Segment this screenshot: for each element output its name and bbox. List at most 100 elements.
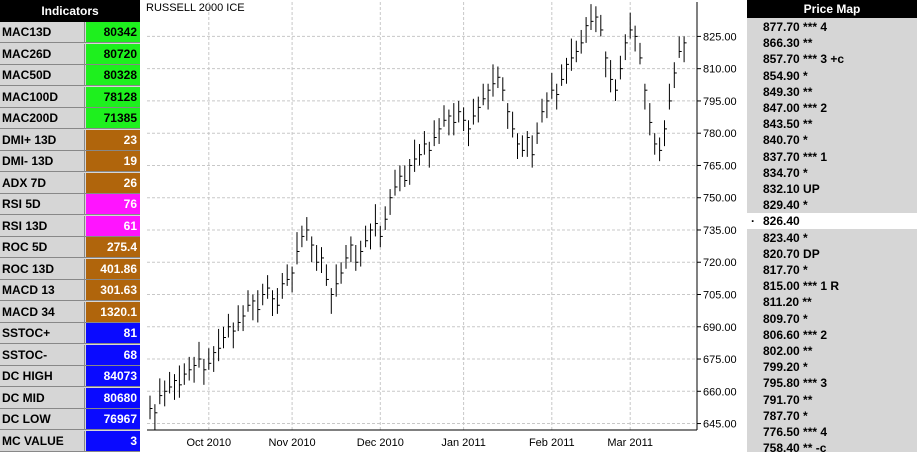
indicator-row: SSTOC+ 81 [0,323,140,344]
price-level: 811.20 ** [763,295,812,310]
indicator-value: 84073 [86,366,140,386]
y-tick-label: 795.00 [703,96,737,108]
price-level: 820.70 DP [763,246,820,261]
indicator-row: DMI+ 13D 23 [0,129,140,151]
indicator-label: RSI 13D [0,215,85,236]
price-level: 857.70 *** 3 +c [763,52,845,67]
price-level: 837.70 *** 1 [763,149,828,164]
price-level: 787.70 * [763,408,808,423]
indicator-value: 3 [86,430,140,451]
indicator-value: 78128 [86,86,140,107]
price-level: 799.20 * [763,360,808,375]
price-level: 829.40 * [763,198,808,213]
indicator-row: RSI 5D 76 [0,194,140,215]
indicator-label: MC VALUE [0,430,85,451]
indicator-label: MAC200D [0,108,85,128]
indicator-label: MAC26D [0,43,85,64]
indicator-label: ADX 7D [0,172,85,193]
indicator-label: ROC 5D [0,237,85,257]
indicator-row: MAC100D 78128 [0,86,140,108]
y-tick-label: 690.00 [703,322,737,334]
indicator-label: DC MID [0,387,85,408]
indicator-label: MAC13D [0,22,85,42]
indicator-label: MACD 13 [0,280,85,300]
chart-title: RUSSELL 2000 ICE [146,2,245,14]
price-level: 877.70 *** 4 [763,20,828,34]
indicator-row: ADX 7D 26 [0,172,140,194]
indicator-value: 80328 [86,65,140,85]
indicator-row: MC VALUE 3 [0,430,140,452]
indicator-value: 23 [86,129,140,150]
indicator-value: 76 [86,194,140,214]
price-level: 843.50 ** [763,117,813,132]
indicator-row: DC LOW 76967 [0,409,140,430]
price-level: 806.60 *** 2 [763,327,828,342]
indicator-label: SSTOC- [0,344,85,365]
y-tick-label: 825.00 [703,31,737,43]
indicator-value: 76967 [86,409,140,429]
indicator-label: ROC 13D [0,258,85,279]
price-level: 791.70 ** [763,392,813,407]
indicator-value: 71385 [86,108,140,128]
indicator-value: 80342 [86,22,140,42]
price-level: 866.30 ** [763,36,813,51]
indicator-value: 19 [86,151,140,171]
indicator-value: 80680 [86,387,140,408]
indicator-row: MAC26D 80720 [0,43,140,65]
indicator-label: DMI- 13D [0,151,85,171]
indicator-label: MAC50D [0,65,85,85]
indicator-row: MACD 13 301.63 [0,280,140,301]
indicator-value: 61 [86,215,140,236]
indicator-row: SSTOC- 68 [0,344,140,366]
price-level: 817.70 * [763,263,808,277]
indicator-value: 80720 [86,43,140,64]
price-level: 776.50 *** 4 [763,425,828,439]
x-tick-label: Dec 2010 [357,437,404,449]
y-tick-label: 750.00 [703,193,737,205]
indicator-row: DC MID 80680 [0,387,140,409]
y-tick-label: 720.00 [703,257,737,269]
y-tick-label: 735.00 [703,225,737,237]
y-tick-label: 675.00 [703,354,737,366]
indicator-row: MAC200D 71385 [0,108,140,129]
price-level: 854.90 * [763,68,808,83]
indicator-label: SSTOC+ [0,323,85,343]
y-tick-label: 765.00 [703,160,737,172]
x-tick-label: Oct 2010 [186,437,231,449]
indicator-value: 68 [86,344,140,365]
chart-background [143,0,745,452]
price-level: 834.70 * [763,165,808,180]
x-tick-label: Jan 2011 [441,437,485,449]
price-level: 832.10 UP [763,182,820,196]
indicator-label: DC LOW [0,409,85,429]
y-tick-label: 645.00 [703,419,737,431]
indicator-value: 275.4 [86,237,140,257]
indicator-label: MAC100D [0,86,85,107]
y-tick-label: 705.00 [703,290,737,302]
current-price: 826.40 · [747,213,917,230]
indicators-panel: Indicators MAC13D 80342 MAC26D 80720 MAC50D 8… [0,0,140,452]
indicator-row: ROC 13D 401.86 [0,258,140,280]
price-level: 847.00 *** 2 [763,101,828,115]
price-level: 815.00 *** 1 R [763,279,840,294]
price-level: 809.70 * [763,311,808,326]
indicator-row: MAC13D 80342 [0,22,140,43]
indicator-row: MAC50D 80328 [0,65,140,86]
indicators-title: Indicators [0,0,140,22]
y-tick-label: 810.00 [703,64,737,76]
y-tick-label: 780.00 [703,128,737,140]
indicator-label: RSI 5D [0,194,85,214]
current-marker: · [751,214,755,229]
indicator-value: 1320.1 [86,301,140,322]
price-map-panel: Price Map 877.70 *** 4 866.30 ** 857.70 **… [747,0,917,455]
price-map-title: Price Map [747,0,917,18]
price-level: 758.40 ** -c [763,441,827,456]
indicator-row: DC HIGH 84073 [0,366,140,387]
indicator-value: 81 [86,323,140,343]
price-level: 823.40 * [763,230,808,245]
price-level: 802.00 ** [763,344,813,358]
indicator-row: MACD 34 1320.1 [0,301,140,323]
indicator-label: DC HIGH [0,366,85,386]
y-tick-label: 660.00 [703,386,737,398]
